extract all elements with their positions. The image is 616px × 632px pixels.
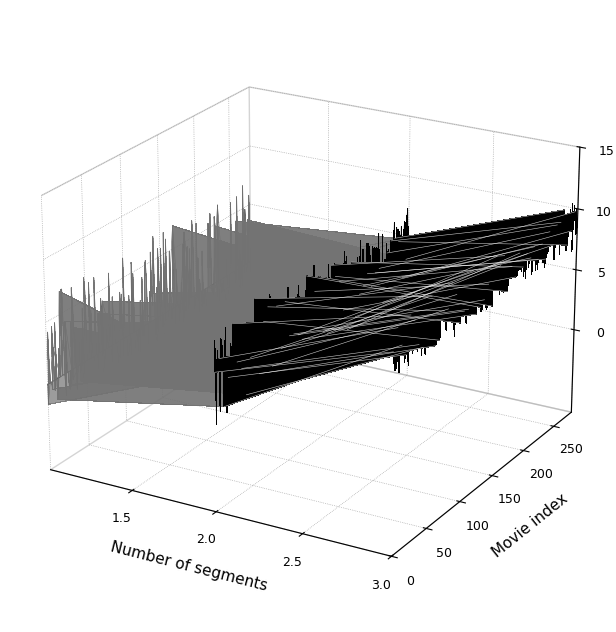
Y-axis label: Movie index: Movie index (489, 491, 570, 561)
X-axis label: Number of segments: Number of segments (110, 539, 269, 593)
